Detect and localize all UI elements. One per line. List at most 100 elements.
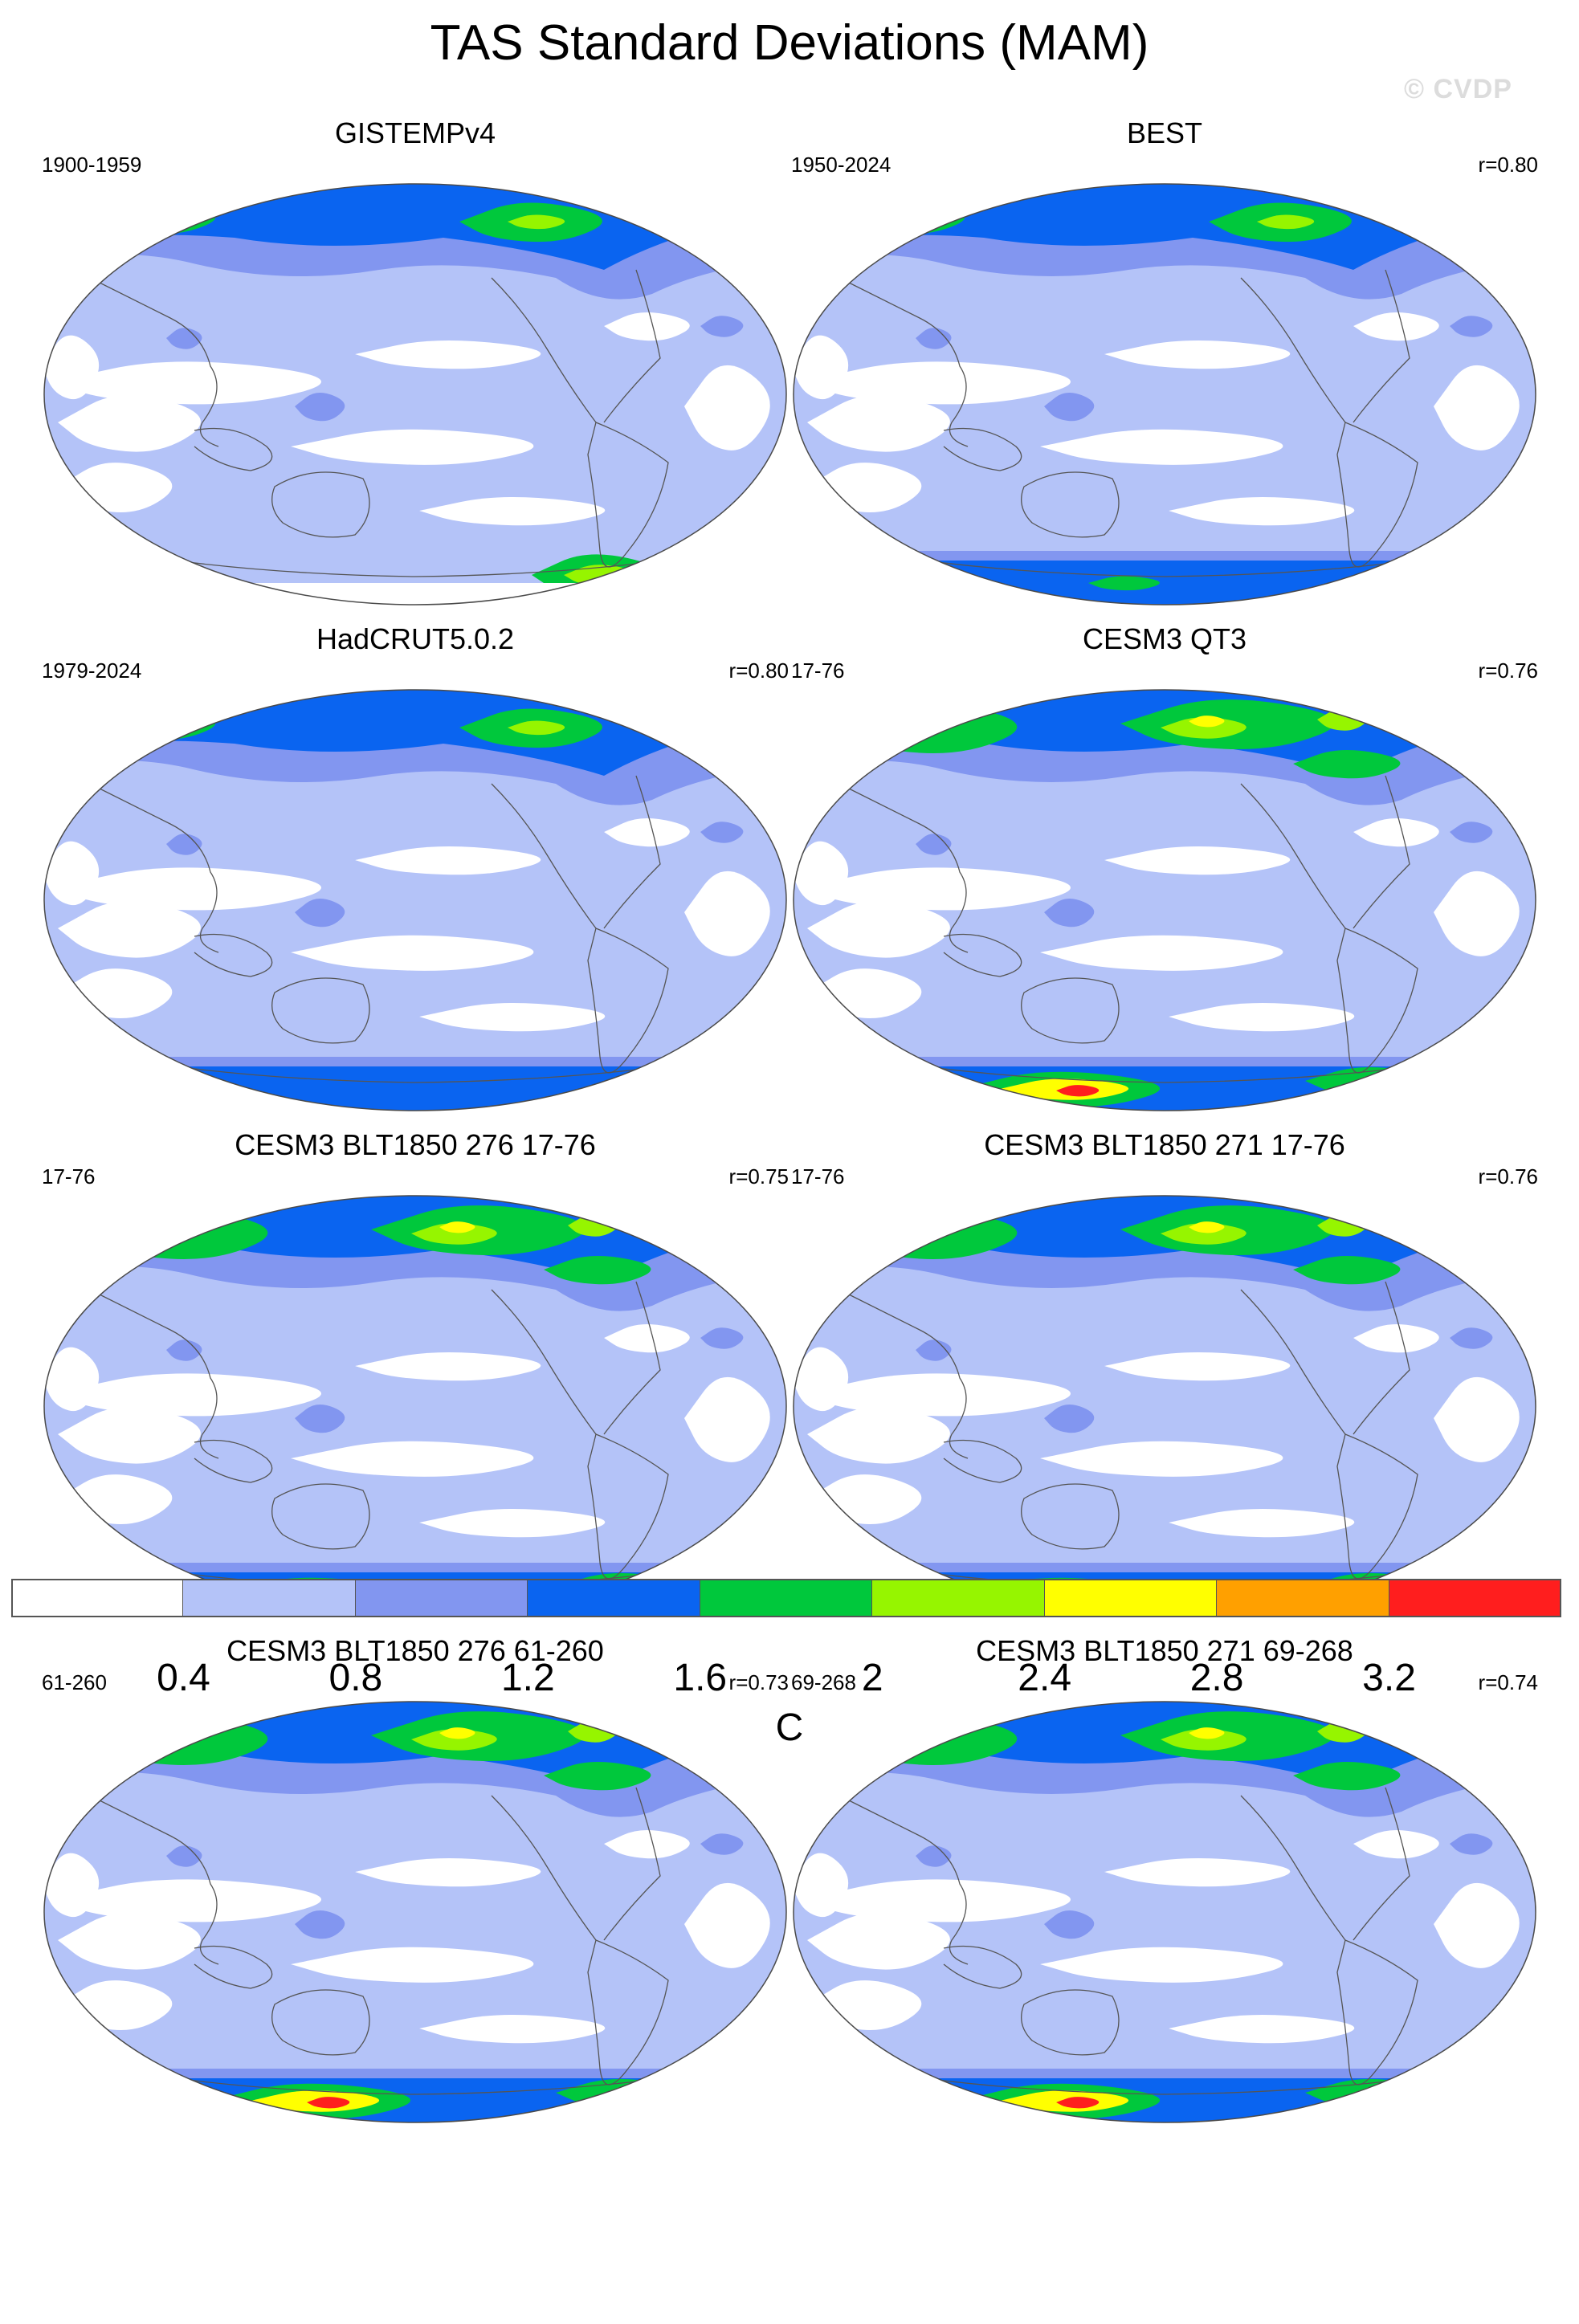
high-variance-region bbox=[1189, 716, 1225, 728]
low-variance-region bbox=[684, 870, 770, 956]
map-panel: CESM3 BLT1850 276 17-76 17-76 r=0.75 bbox=[42, 1129, 789, 1619]
low-variance-region bbox=[44, 841, 100, 906]
high-variance-region bbox=[1293, 749, 1401, 779]
moderate-variance-region bbox=[700, 1327, 744, 1349]
low-variance-region bbox=[419, 1508, 606, 1538]
map-outline bbox=[793, 689, 1536, 1111]
coastline bbox=[1336, 928, 1418, 1074]
coastline bbox=[838, 1289, 969, 1459]
coastline bbox=[587, 422, 669, 568]
panel-title: CESM3 BLT1850 276 17-76 bbox=[235, 1128, 596, 1161]
antarctic-peak-variance bbox=[1056, 2097, 1100, 2109]
coastline bbox=[1021, 977, 1120, 1044]
low-variance-region bbox=[1353, 312, 1439, 341]
peak-variance-region bbox=[745, 1216, 755, 1226]
low-variance-region bbox=[807, 1912, 950, 1970]
high-variance-region bbox=[738, 1214, 757, 1231]
coastline bbox=[1240, 1795, 1346, 1941]
panel-title: CESM3 BLT1850 271 17-76 bbox=[984, 1128, 1345, 1161]
moderate-variance-region bbox=[700, 822, 744, 843]
low-variance-region bbox=[794, 841, 849, 906]
antarctic-peak-variance bbox=[1056, 1085, 1100, 1097]
low-variance-region bbox=[355, 340, 541, 369]
panel-years-label: 61-260 bbox=[42, 1670, 107, 1694]
coastline bbox=[911, 2076, 1426, 2095]
low-variance-region bbox=[1040, 1947, 1283, 1983]
high-variance-region bbox=[1450, 711, 1508, 754]
low-variance-region bbox=[807, 900, 950, 958]
coastline bbox=[838, 1795, 969, 1965]
colorbar bbox=[11, 1579, 1561, 1617]
panel-years-label: 69-268 bbox=[791, 1670, 856, 1694]
coastline bbox=[838, 277, 969, 447]
coastline bbox=[943, 1945, 1022, 1989]
colorbar-tick-label: 2.8 bbox=[1189, 1657, 1244, 1699]
low-variance-region bbox=[44, 1853, 100, 1918]
colorbar-swatch bbox=[700, 1579, 873, 1617]
moderate-variance-region bbox=[166, 1339, 202, 1361]
low-variance-region bbox=[1169, 496, 1355, 526]
moderate-variance-region bbox=[295, 1404, 345, 1433]
panel-years-label: 1900-1959 bbox=[42, 153, 142, 177]
low-variance-region bbox=[604, 817, 690, 847]
coastline bbox=[1353, 269, 1410, 423]
coastline bbox=[271, 1989, 370, 2056]
low-variance-region bbox=[44, 335, 100, 400]
high-variance-region bbox=[411, 1729, 497, 1751]
high-variance-region bbox=[1161, 1223, 1246, 1245]
low-variance-region bbox=[807, 1406, 950, 1464]
high-variance-region bbox=[544, 1255, 651, 1285]
low-variance-region bbox=[58, 394, 201, 452]
global-map bbox=[793, 1701, 1536, 2123]
map-panel: HadCRUT5.0.2 1979-2024 r=0.80 bbox=[42, 623, 789, 1113]
antarctic-high-variance bbox=[1088, 576, 1160, 591]
low-variance-region bbox=[50, 1879, 321, 1922]
coastline bbox=[603, 775, 661, 929]
low-variance-region bbox=[50, 1373, 321, 1417]
coastline bbox=[161, 1064, 677, 1083]
global-map bbox=[43, 1195, 787, 1617]
moderate-variance-region bbox=[916, 328, 952, 349]
moderate-variance-region bbox=[295, 392, 345, 422]
coastline bbox=[1353, 775, 1410, 929]
high-variance-region bbox=[1450, 1217, 1508, 1260]
coastline bbox=[1353, 1281, 1410, 1435]
pattern-correlation-label: r=0.80 bbox=[728, 658, 789, 683]
low-variance-region bbox=[794, 335, 849, 400]
coastline bbox=[1240, 783, 1346, 929]
coastline bbox=[603, 1281, 661, 1435]
high-variance-region bbox=[439, 1727, 475, 1739]
low-variance-region bbox=[291, 1441, 534, 1477]
coastline bbox=[587, 1433, 669, 1580]
low-variance-region bbox=[684, 1882, 770, 1968]
high-variance-region bbox=[732, 1215, 761, 1237]
coastline bbox=[194, 1439, 273, 1483]
high-variance-region bbox=[1257, 214, 1315, 230]
low-variance-region bbox=[1434, 870, 1520, 956]
high-variance-region bbox=[1293, 1255, 1401, 1285]
coastline bbox=[1021, 1483, 1120, 1550]
coastline bbox=[89, 783, 219, 953]
antarctic-band-edge bbox=[44, 2069, 786, 2078]
high-variance-region bbox=[439, 1221, 475, 1233]
antarctic-peak-variance bbox=[636, 2086, 665, 2097]
colorbar-tick-label: 0.8 bbox=[328, 1657, 383, 1699]
colorbar-tick-label: 2.4 bbox=[1018, 1657, 1072, 1699]
low-variance-region bbox=[604, 1323, 690, 1353]
map-panel: CESM3 BLT1850 271 17-76 17-76 r=0.76 bbox=[791, 1129, 1538, 1619]
moderate-variance-region bbox=[916, 1845, 952, 1867]
figure-title: TAS Standard Deviations (MAM) bbox=[430, 15, 1149, 71]
coastline bbox=[1336, 1433, 1418, 1580]
global-map bbox=[793, 183, 1536, 605]
coastline bbox=[89, 1795, 219, 1965]
coastline bbox=[603, 269, 661, 423]
low-variance-region bbox=[1040, 429, 1283, 465]
low-variance-region bbox=[1104, 1352, 1291, 1381]
low-variance-region bbox=[291, 429, 534, 465]
low-variance-region bbox=[684, 365, 770, 451]
map-panel: GISTEMPv4 1900-1959 bbox=[42, 117, 789, 607]
coastline bbox=[943, 933, 1022, 977]
panel-title: BEST bbox=[1126, 116, 1203, 149]
low-variance-region bbox=[1169, 2014, 1355, 2044]
low-variance-region bbox=[1040, 935, 1283, 971]
